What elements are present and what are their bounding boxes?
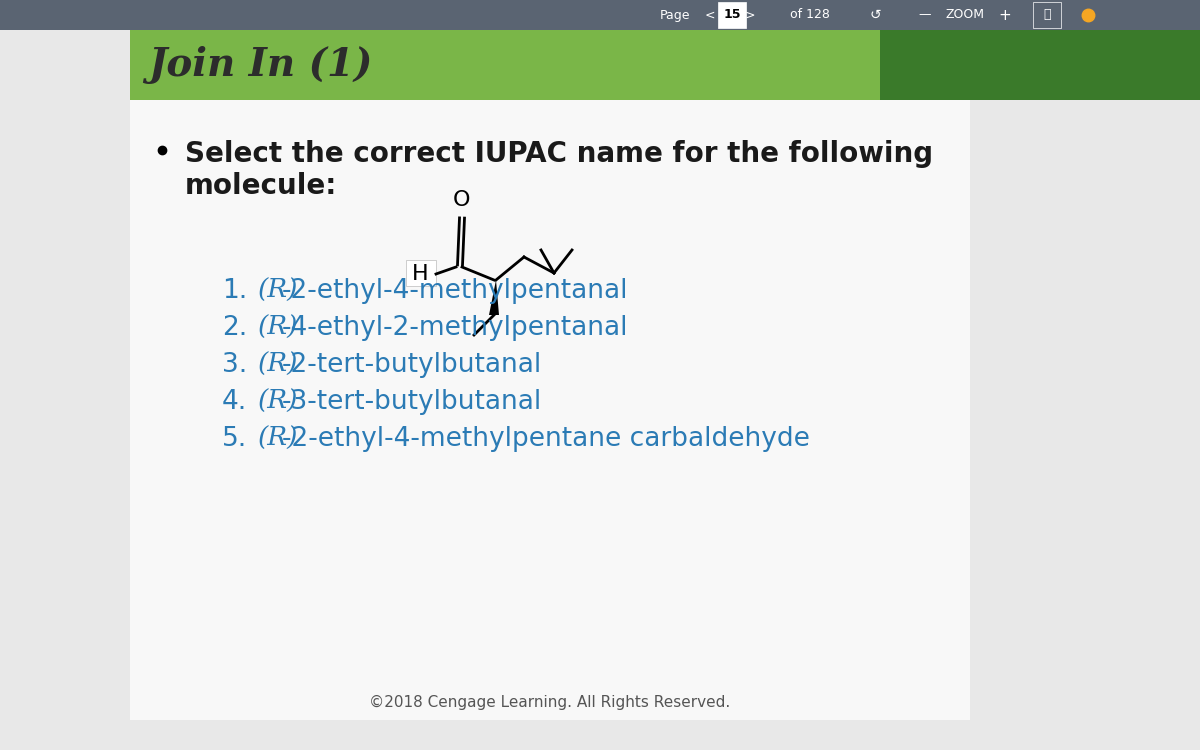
Text: molecule:: molecule: <box>185 172 337 200</box>
Polygon shape <box>490 280 499 315</box>
Bar <box>130 30 1200 100</box>
Text: (R): (R) <box>258 315 299 340</box>
Text: of 128: of 128 <box>790 8 830 22</box>
Text: -4-ethyl-2-methylpentanal: -4-ethyl-2-methylpentanal <box>282 315 629 340</box>
Text: +: + <box>998 8 1012 22</box>
Text: ©2018 Cengage Learning. All Rights Reserved.: ©2018 Cengage Learning. All Rights Reser… <box>370 695 731 710</box>
Text: 5.: 5. <box>222 426 247 451</box>
Text: Join In (1): Join In (1) <box>148 46 372 84</box>
Text: -2-ethyl-4-methylpentanal: -2-ethyl-4-methylpentanal <box>282 278 629 304</box>
Text: -3-tert-butylbutanal: -3-tert-butylbutanal <box>282 388 542 415</box>
Bar <box>406 260 436 286</box>
Text: H: H <box>412 264 428 284</box>
Text: O: O <box>454 190 470 210</box>
Text: Page: Page <box>660 8 690 22</box>
Text: (R): (R) <box>258 278 299 303</box>
Text: —: — <box>919 8 931 22</box>
Text: ZOOM: ZOOM <box>946 8 984 22</box>
Text: >: > <box>745 8 755 22</box>
Text: ⤢: ⤢ <box>1043 8 1051 22</box>
Text: -2-tert-butylbutanal: -2-tert-butylbutanal <box>282 352 542 378</box>
Text: <: < <box>704 8 715 22</box>
Text: 4.: 4. <box>222 388 247 415</box>
Bar <box>130 100 970 720</box>
Text: -2-ethyl-4-methylpentane carbaldehyde: -2-ethyl-4-methylpentane carbaldehyde <box>282 426 810 451</box>
Text: 15: 15 <box>724 8 740 22</box>
Text: 3.: 3. <box>222 352 247 378</box>
Text: (R): (R) <box>258 388 299 414</box>
Bar <box>1033 2 1061 28</box>
Text: ↺: ↺ <box>869 8 881 22</box>
Text: Select the correct IUPAC name for the following: Select the correct IUPAC name for the fo… <box>185 140 934 168</box>
Text: 1.: 1. <box>222 278 247 304</box>
Text: (R): (R) <box>258 426 299 451</box>
Bar <box>718 2 746 28</box>
Bar <box>0 0 1200 30</box>
Text: (R): (R) <box>258 352 299 376</box>
Bar <box>880 30 1200 100</box>
Text: 2.: 2. <box>222 315 247 340</box>
